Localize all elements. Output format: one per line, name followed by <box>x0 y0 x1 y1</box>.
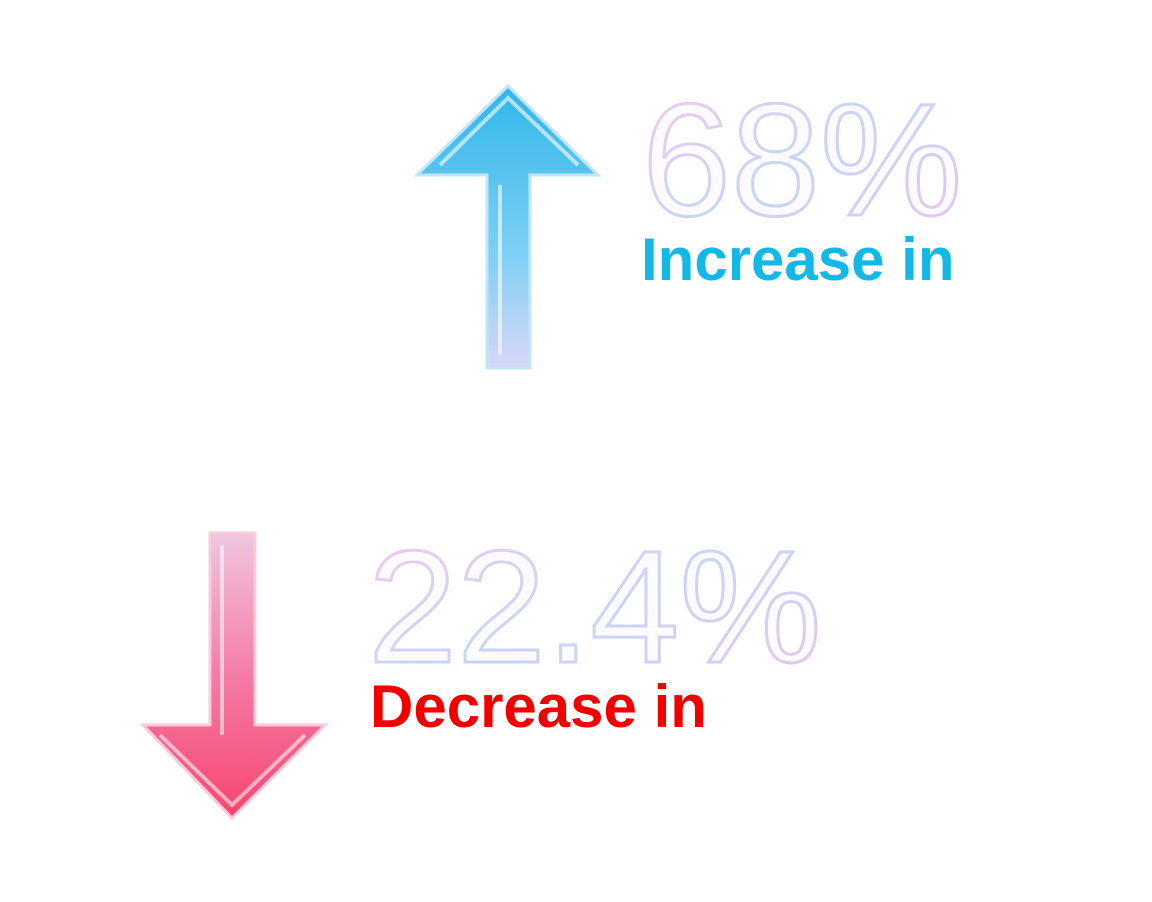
down-arrow <box>139 531 329 821</box>
up-arrow-highlight <box>438 95 580 355</box>
up-arrow <box>413 83 602 370</box>
down-arrow-highlight <box>158 545 307 808</box>
increase-label: Increase in <box>641 226 955 293</box>
increase-value: 68% <box>642 70 962 249</box>
decrease-label: Decrease in <box>370 673 707 740</box>
decrease-value: 22.4% <box>368 517 822 696</box>
